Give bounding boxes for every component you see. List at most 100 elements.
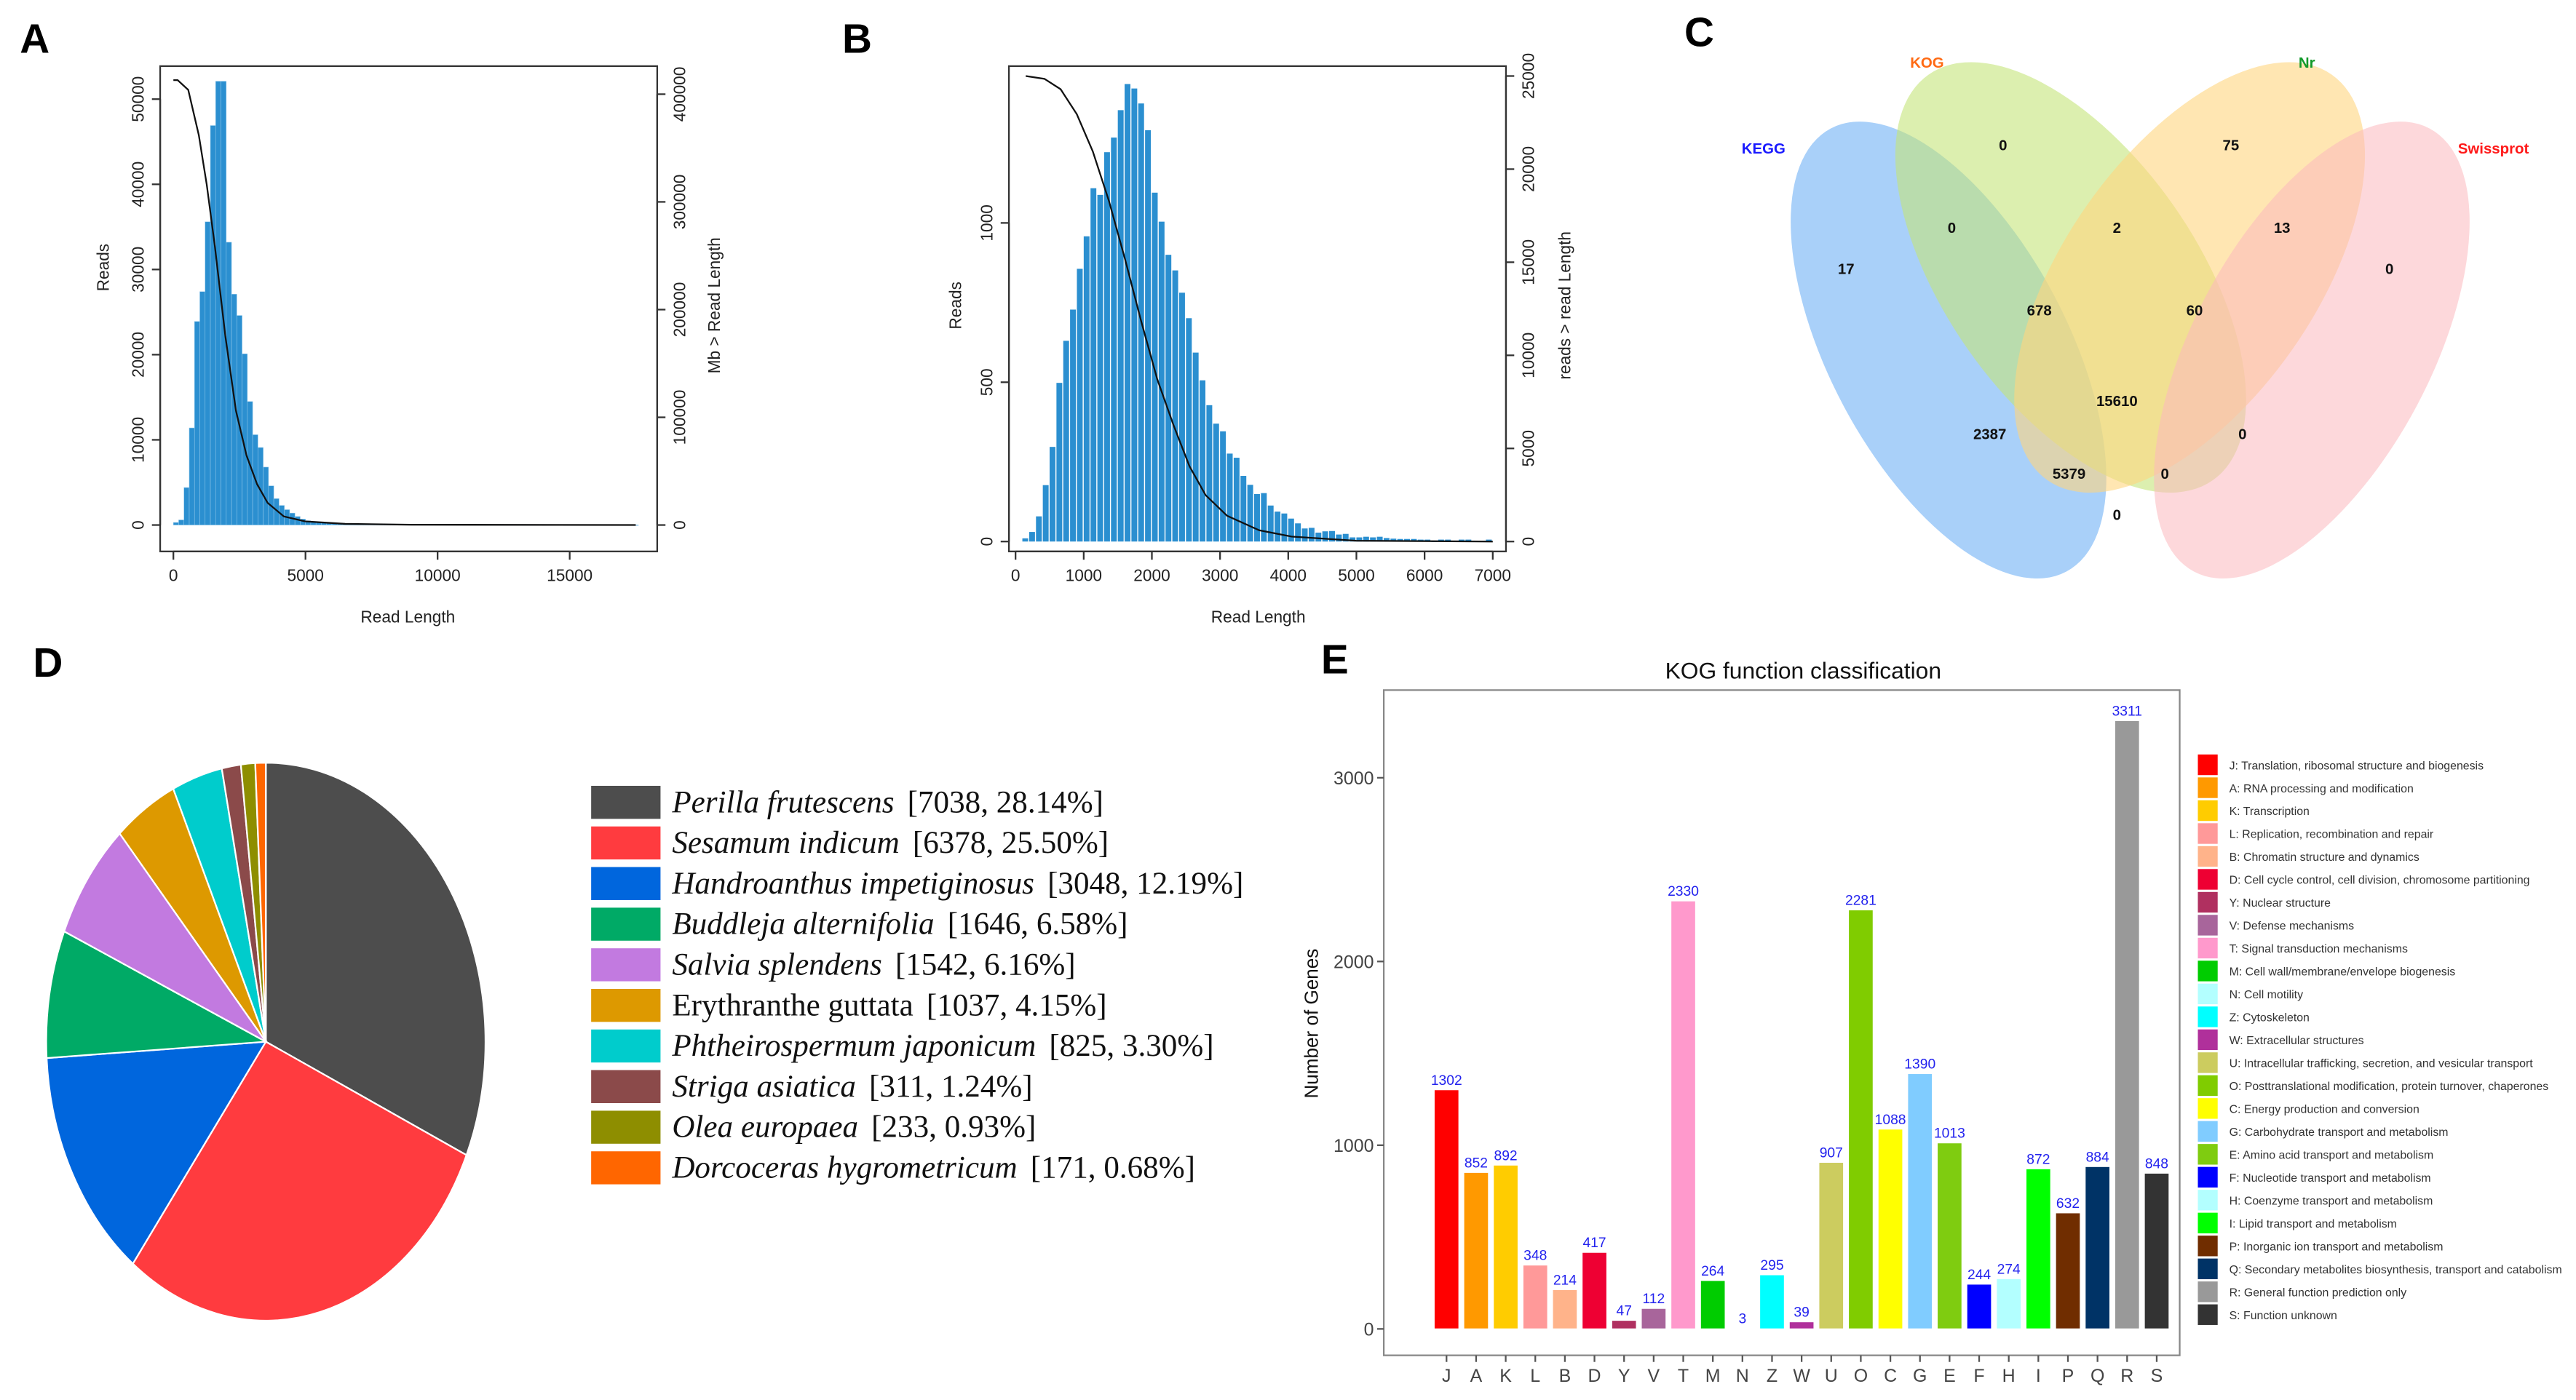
- bar-M: [1700, 1279, 1726, 1330]
- x-tick-label: K: [1499, 1366, 1512, 1386]
- legend-swatch: [2197, 754, 2218, 776]
- bar-A: [1463, 1172, 1489, 1330]
- histogram-bar: [1275, 512, 1281, 542]
- legend-label: Buddleja alternifolia [1646, 6.58%]: [672, 907, 1128, 942]
- axes: 0 1000 2000 3000 J A K L B D Y V T M N Z W U O C G E F H I P Q R S: [1333, 768, 2163, 1386]
- bar-value-label: 3311: [2112, 704, 2142, 720]
- bar-E: [1936, 1142, 1963, 1330]
- bar-F: [1966, 1284, 1992, 1330]
- x-tick-label: L: [1530, 1366, 1540, 1386]
- y-tick-label: 3000: [1333, 768, 1374, 789]
- x-tick-label: 4000: [1270, 566, 1307, 585]
- venn-count: 5379: [2053, 466, 2085, 482]
- bar-L: [1522, 1264, 1548, 1330]
- legend-label: O: Posttranslational modification, prote…: [2230, 1081, 2549, 1093]
- histogram-bar: [1070, 309, 1077, 542]
- legend-swatch: [591, 1151, 661, 1185]
- bar-D: [1581, 1252, 1608, 1330]
- bar-value-label: 417: [1582, 1236, 1606, 1251]
- species-name: Sesamum indicum: [672, 826, 899, 860]
- bar-value-label: 872: [2026, 1152, 2050, 1167]
- venn-count: 678: [2027, 303, 2052, 319]
- legend-label: N: Cell motility: [2230, 989, 2303, 1001]
- x-tick-label: 1000: [1066, 566, 1102, 585]
- bar-value-label: 264: [1701, 1264, 1724, 1279]
- histogram-bar: [1172, 270, 1178, 542]
- y-axis-label: Reads: [94, 244, 113, 292]
- x-tick-label: T: [1678, 1366, 1689, 1386]
- panel-label-c: C: [1684, 10, 1714, 56]
- venn-set-swissprot: [2154, 122, 2470, 579]
- bar-value-label: 1390: [1904, 1057, 1935, 1073]
- legend-label: Perilla frutescens [7038, 28.14%]: [671, 785, 1103, 819]
- venn-set-kegg: [1791, 122, 2107, 579]
- legend-item: N: Cell motility: [2197, 983, 2303, 1005]
- species-count: [7038, 28.14%]: [908, 785, 1103, 819]
- histogram-bar: [1267, 505, 1274, 542]
- legend-label: Phtheirospermum japonicum [825, 3.30%]: [671, 1029, 1213, 1063]
- histogram-bar: [1056, 383, 1063, 542]
- histogram-bar: [1390, 538, 1397, 542]
- bar-J: [1433, 1089, 1459, 1330]
- x-tick-label: 5000: [1338, 566, 1374, 585]
- legend-swatch: [2197, 1075, 2218, 1097]
- legend-item: A: RNA processing and modification: [2197, 777, 2414, 798]
- legend-swatch: [2197, 1281, 2218, 1302]
- legend-swatch: [2197, 983, 2218, 1005]
- venn-diagram: KEGG KOG Nr Swissprot 0 75 17 0 0 2 13 6…: [1742, 55, 2529, 579]
- venn-count: 2: [2113, 220, 2121, 236]
- species-name: Handroanthus impetiginosus: [671, 867, 1034, 901]
- y-tick-label: 10000: [128, 417, 147, 463]
- y-right-tick-label: 400000: [670, 67, 689, 122]
- legend-swatch: [2197, 1212, 2218, 1233]
- legend-item: Salvia splendens [1542, 6.16%]: [591, 947, 1076, 982]
- legend-item: H: Coenzyme transport and metabolism: [2197, 1190, 2433, 1211]
- x-axis-label: Read Length: [1211, 607, 1306, 626]
- legend-swatch: [591, 1110, 661, 1144]
- legend-swatch: [591, 907, 661, 941]
- species-name: Olea europaea: [672, 1110, 858, 1145]
- bar-T: [1670, 900, 1697, 1330]
- legend-item: P: Inorganic ion transport and metabolis…: [2197, 1236, 2443, 1257]
- legend-swatch: [2197, 1144, 2218, 1165]
- x-tick-label: Y: [1618, 1366, 1630, 1386]
- legend-item: Y: Nuclear structure: [2197, 891, 2331, 913]
- bar-G: [1907, 1073, 1933, 1330]
- bar-K: [1492, 1164, 1519, 1330]
- bar-I: [2025, 1168, 2052, 1330]
- legend-item: K: Transcription: [2197, 800, 2310, 822]
- x-tick-label: E: [1943, 1366, 1956, 1386]
- legend-label: G: Carbohydrate transport and metabolism: [2230, 1126, 2449, 1139]
- bar-Q: [2084, 1166, 2111, 1330]
- histogram-bar: [1213, 423, 1219, 542]
- histogram-bar: [1131, 88, 1138, 542]
- legend-swatch: [2197, 1098, 2218, 1119]
- pie-slices: [45, 762, 487, 1322]
- y-right-axis-label: reads > read Length: [1555, 231, 1574, 380]
- venn-count: 0: [2113, 508, 2121, 524]
- bar-value-label: 1013: [1934, 1126, 1965, 1142]
- legend-item: S: Function unknown: [2197, 1304, 2337, 1325]
- histogram-bar: [1165, 255, 1172, 542]
- y-tick-label: 0: [977, 537, 996, 546]
- legend-swatch: [591, 948, 661, 982]
- bar-U: [1818, 1161, 1844, 1330]
- y-tick-label: 30000: [128, 247, 147, 293]
- legend-item: T: Signal transduction mechanisms: [2197, 937, 2408, 959]
- histogram-bar: [1308, 528, 1315, 542]
- histogram-bar: [1152, 192, 1158, 542]
- legend-item: J: Translation, ribosomal structure and …: [2197, 754, 2484, 776]
- axes: 0 1000 2000 3000 4000 5000 6000 700005001000050…: [977, 53, 1537, 585]
- histogram-bar: [1356, 537, 1363, 542]
- legend-item: Perilla frutescens [7038, 28.14%]: [591, 785, 1103, 819]
- legend-swatch: [2197, 1236, 2218, 1257]
- bar-value-label: 112: [1642, 1292, 1665, 1307]
- y-tick-label: 1000: [977, 204, 996, 241]
- venn-count: 13: [2274, 220, 2291, 236]
- y-right-tick-label: 200000: [670, 282, 689, 338]
- legend-label: B: Chromatin structure and dynamics: [2230, 851, 2420, 864]
- bar-W: [1788, 1321, 1815, 1330]
- legend-label: C: Energy production and conversion: [2230, 1104, 2420, 1116]
- legend-swatch: [2197, 937, 2218, 959]
- bar-value-label: 1302: [1431, 1073, 1462, 1089]
